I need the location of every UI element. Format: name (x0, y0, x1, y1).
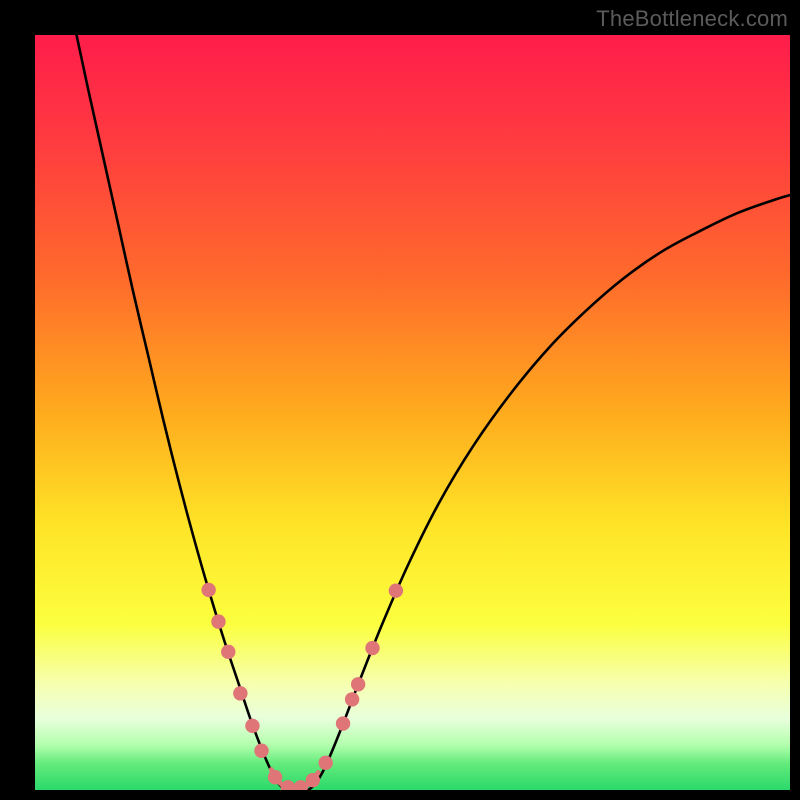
data-marker (201, 583, 215, 597)
chart-svg (35, 35, 790, 790)
watermark-text: TheBottleneck.com (596, 6, 788, 32)
data-marker (318, 756, 332, 770)
data-marker (365, 641, 379, 655)
chart-container: TheBottleneck.com (0, 0, 800, 800)
data-marker (245, 719, 259, 733)
data-marker (345, 692, 359, 706)
data-marker (221, 645, 235, 659)
data-marker (336, 716, 350, 730)
data-marker (351, 677, 365, 691)
data-marker (233, 686, 247, 700)
data-marker (254, 744, 268, 758)
data-marker (389, 583, 403, 597)
gradient-background (35, 35, 790, 790)
plot-area (35, 35, 790, 790)
data-marker (211, 614, 225, 628)
